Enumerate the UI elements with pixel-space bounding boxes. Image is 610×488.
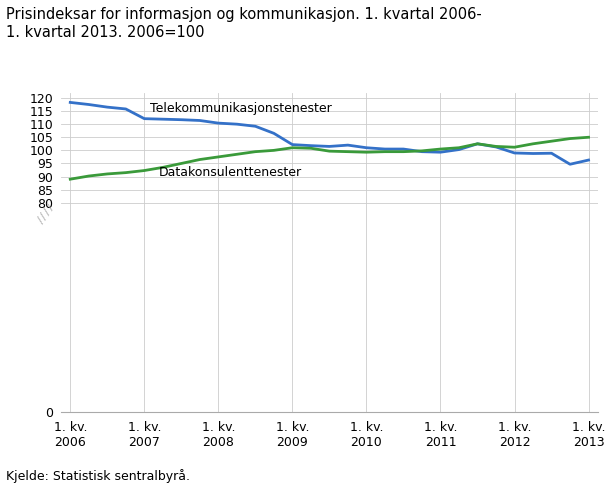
Text: Prisindeksar for informasjon og kommunikasjon. 1. kvartal 2006-
1. kvartal 2013.: Prisindeksar for informasjon og kommunik… (6, 7, 482, 40)
Text: Kjelde: Statistisk sentralbyrå.: Kjelde: Statistisk sentralbyrå. (6, 469, 190, 483)
Text: Datakonsulenttenester: Datakonsulenttenester (159, 165, 302, 179)
Text: ////: //// (35, 201, 57, 226)
Text: Telekommunikasjonstenester: Telekommunikasjonstenester (150, 102, 332, 115)
